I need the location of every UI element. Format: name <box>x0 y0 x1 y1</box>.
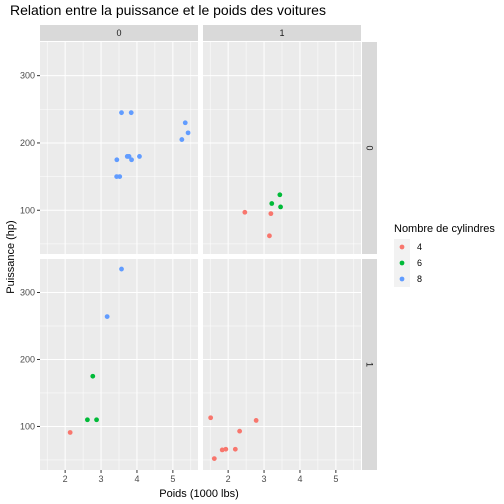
facet-strip-label: 0 <box>365 145 375 150</box>
data-point <box>253 418 259 423</box>
facet-strip-top <box>40 25 198 41</box>
data-point <box>104 314 110 320</box>
data-point <box>137 154 142 159</box>
facet-strip-label: 0 <box>116 28 121 38</box>
legend-swatch <box>399 260 405 266</box>
legend-label: 8 <box>417 274 422 284</box>
facet-strip-label: 1 <box>279 28 284 38</box>
data-point <box>269 201 275 206</box>
facet-strip-right <box>362 42 377 254</box>
legend-label: 6 <box>417 258 422 268</box>
legend: Nombre de cylindres 4 6 8 <box>394 223 495 287</box>
y-tick-label: 300 <box>20 71 35 81</box>
chart-title: Relation entre la puissance et le poids … <box>10 2 326 18</box>
data-point <box>129 157 134 163</box>
facet-strip-top <box>203 25 361 41</box>
data-point <box>242 209 248 215</box>
facet-panels: 0 1 0 1 100 200 300 100 200 300 2 3 4 5 2 3 4 5 <box>20 25 377 484</box>
x-tick-label: 4 <box>134 474 139 484</box>
y-tick-label: 200 <box>20 138 35 148</box>
data-point <box>67 430 73 435</box>
data-point <box>119 110 124 116</box>
y-tick-label: 300 <box>20 287 35 297</box>
y-tick-label: 100 <box>20 205 35 215</box>
data-point <box>85 417 90 423</box>
x-tick-label: 2 <box>226 474 231 484</box>
data-point <box>182 120 188 126</box>
data-point <box>94 417 99 423</box>
x-axis-title: Poids (1000 lbs) <box>159 488 239 500</box>
y-tick-label: 100 <box>20 421 35 431</box>
facet-panel: 100 200 300 2 3 4 5 <box>20 259 198 484</box>
x-tick-label: 5 <box>333 474 338 484</box>
legend-label: 4 <box>417 242 422 252</box>
data-point <box>278 204 283 210</box>
legend-swatch <box>399 276 405 282</box>
x-tick-label: 5 <box>170 474 175 484</box>
data-point <box>126 154 132 159</box>
data-point <box>268 211 274 217</box>
data-point <box>119 266 124 272</box>
x-tick-label: 3 <box>262 474 267 484</box>
data-point <box>277 192 283 198</box>
facet-panel: 2 3 4 5 <box>203 259 361 484</box>
x-tick-label: 4 <box>297 474 302 484</box>
data-point <box>219 447 225 453</box>
data-point <box>223 446 229 452</box>
data-point <box>114 174 120 180</box>
x-tick-label: 2 <box>63 474 68 484</box>
data-point <box>90 373 96 379</box>
y-tick-label: 200 <box>20 354 35 364</box>
data-point <box>232 446 238 452</box>
y-axis-title: Puissance (hp) <box>5 220 17 293</box>
data-point <box>179 137 185 142</box>
facet-strip-label: 1 <box>365 362 375 367</box>
data-point <box>267 233 272 239</box>
data-point <box>237 428 243 434</box>
facet-panel: 100 200 300 <box>20 42 198 254</box>
legend-title: Nombre de cylindres <box>394 223 495 235</box>
data-point <box>128 110 134 116</box>
x-tick-label: 3 <box>99 474 104 484</box>
data-point <box>185 130 191 136</box>
legend-swatch <box>399 244 405 250</box>
facet-panel <box>203 42 361 254</box>
data-point <box>211 456 217 462</box>
data-point <box>114 157 120 163</box>
data-point <box>208 415 214 421</box>
facet-strip-right <box>362 259 377 470</box>
